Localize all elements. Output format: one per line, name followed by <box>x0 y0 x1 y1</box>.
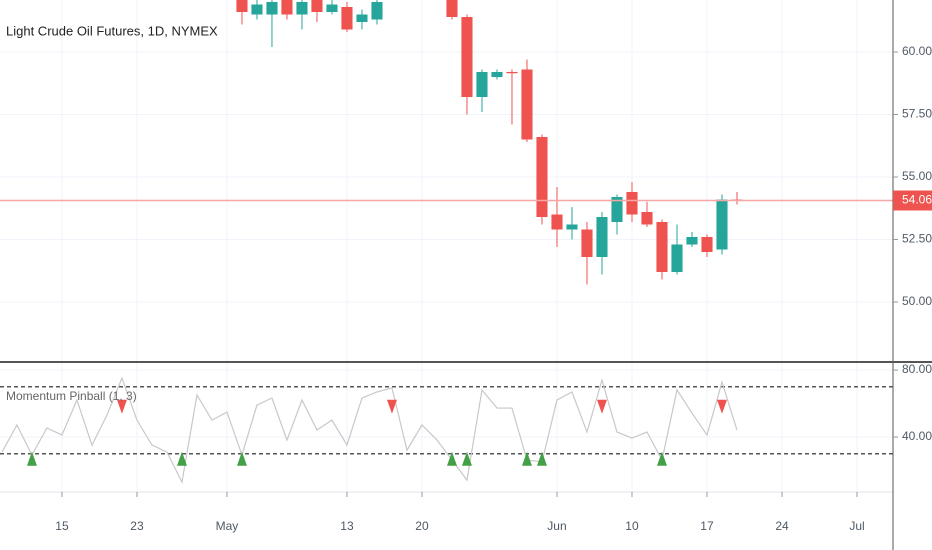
candle-body <box>281 0 293 15</box>
candle-body <box>371 1 383 20</box>
candle-body <box>686 237 698 245</box>
buy-signal <box>236 451 247 466</box>
grid <box>0 0 893 492</box>
buy-signal <box>656 451 667 466</box>
x-tick-label: Jul <box>849 519 864 533</box>
y-tick-label: 40.00 <box>902 429 932 443</box>
y-tick-label: 80.00 <box>902 362 932 376</box>
sell-signal <box>716 399 727 414</box>
sell-signal <box>596 399 607 414</box>
candle-body <box>506 72 518 74</box>
candle-body <box>701 237 713 252</box>
candle-body <box>671 244 683 272</box>
candle-body <box>461 17 473 97</box>
candle-body <box>611 197 623 222</box>
last-price-label: 54.06 <box>902 193 932 207</box>
buy-signal <box>446 451 457 466</box>
candle-body <box>641 212 653 225</box>
candle-body <box>536 137 548 217</box>
last-price-badge <box>893 190 932 211</box>
y-tick-label: 60.00 <box>902 44 932 58</box>
candle-body <box>581 229 593 257</box>
candle-body <box>251 4 263 15</box>
momentum-line <box>1 376 738 485</box>
candle-body <box>716 199 728 250</box>
x-tick-label: May <box>216 519 239 533</box>
candle-body <box>626 192 638 215</box>
axes: 15 23 May 13 20 Jun 10 17 24 Jul 50.00 52.50 55.00 57… <box>55 44 932 533</box>
candle-body <box>476 72 488 97</box>
x-tick-label: 15 <box>55 519 69 533</box>
y-tick-label: 52.50 <box>902 232 932 246</box>
candle-body <box>596 217 608 257</box>
y-tick-label: 50.00 <box>902 294 932 308</box>
x-tick-label: 17 <box>700 519 714 533</box>
candle-body <box>266 1 278 15</box>
buy-signal <box>521 451 532 466</box>
buy-signal <box>536 451 547 466</box>
chart-title: Light Crude Oil Futures, 1D, NYMEX <box>6 23 218 38</box>
buy-signal <box>176 451 187 466</box>
indicator-pane <box>0 376 893 485</box>
x-tick-label: 20 <box>415 519 429 533</box>
candle-body <box>656 222 668 272</box>
indicator-title: Momentum Pinball (1, 3) <box>6 389 137 403</box>
x-tick-label: 13 <box>340 519 354 533</box>
x-tick-label: Jun <box>547 519 566 533</box>
buy-signal <box>26 451 37 466</box>
candle-body <box>446 0 458 17</box>
price-pane <box>0 0 893 285</box>
candle-body <box>521 69 533 140</box>
candle-body <box>551 214 563 230</box>
x-tick-label: 24 <box>775 519 789 533</box>
candle-body <box>356 14 368 22</box>
x-tick-label: 23 <box>130 519 144 533</box>
candle-body <box>491 72 503 77</box>
x-tick-label: 10 <box>625 519 639 533</box>
candle-body <box>296 1 308 15</box>
candle-body <box>341 7 353 30</box>
sell-signal <box>116 399 127 414</box>
candle-body <box>326 4 338 12</box>
candle-body <box>566 224 578 230</box>
y-tick-label: 57.50 <box>902 107 932 121</box>
sell-signal <box>386 399 397 414</box>
y-tick-label: 55.00 <box>902 169 932 183</box>
candle-body <box>311 0 323 12</box>
candle-body <box>236 0 248 12</box>
buy-signal <box>461 451 472 466</box>
